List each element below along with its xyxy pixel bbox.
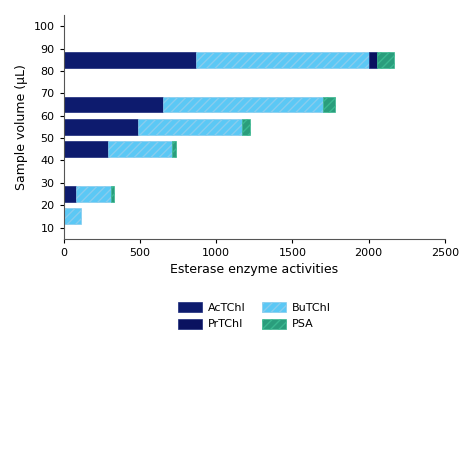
Bar [163, 97, 323, 112]
Bar [196, 52, 369, 68]
Bar [64, 141, 108, 157]
Bar [172, 141, 176, 157]
Bar [64, 186, 76, 202]
Bar [369, 52, 377, 68]
Bar [108, 141, 172, 157]
Bar [76, 186, 111, 202]
Bar [377, 52, 394, 68]
X-axis label: Esterase enzyme activities: Esterase enzyme activities [170, 263, 338, 276]
Bar [242, 119, 250, 135]
Bar [64, 119, 138, 135]
Bar [138, 119, 242, 135]
Bar [111, 186, 114, 202]
Legend: AcTChI, PrTChI, BuTChI, PSA: AcTChI, PrTChI, BuTChI, PSA [173, 298, 336, 334]
Y-axis label: Sample volume (μL): Sample volume (μL) [15, 64, 28, 190]
Bar [323, 97, 335, 112]
Bar [64, 209, 81, 224]
Bar [64, 97, 163, 112]
Bar [64, 52, 196, 68]
